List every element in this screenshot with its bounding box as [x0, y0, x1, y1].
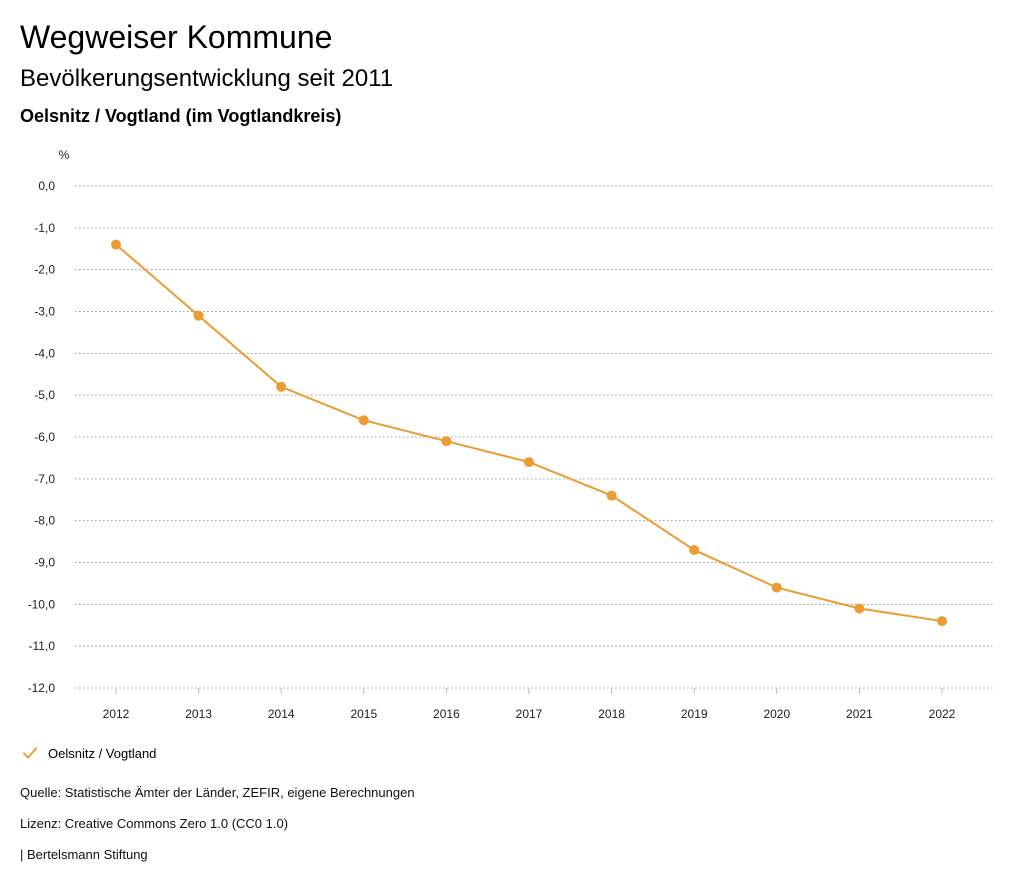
y-tick-label: -3,0 — [34, 305, 55, 319]
chart-subtitle: Bevölkerungsentwicklung seit 2011 — [20, 65, 394, 92]
y-tick-label: -8,0 — [34, 514, 55, 528]
data-point — [937, 616, 947, 627]
x-tick-label: 2020 — [763, 707, 790, 721]
line-chart: % 0,0 -1,0 -2,0 -3,0 -4,0 -5,0 -6,0 -7,0 -8,0 -9,… — [28, 148, 993, 721]
y-tick-label: 0,0 — [38, 179, 55, 193]
data-point — [276, 381, 287, 392]
y-tick-label: -11,0 — [29, 639, 56, 653]
y-tick-label: -1,0 — [34, 221, 55, 235]
x-axis-ticks: 2012 2013 2014 2015 2016 2017 2018 2019 2020 2021… — [103, 688, 956, 721]
data-point — [111, 239, 121, 250]
x-tick-label: 2013 — [185, 707, 212, 721]
y-tick-label: -5,0 — [34, 388, 55, 402]
x-tick-label: 2015 — [350, 707, 377, 721]
x-tick-label: 2016 — [433, 707, 460, 721]
y-tick-label: -6,0 — [34, 430, 55, 444]
x-tick-label: 2019 — [681, 707, 708, 721]
x-tick-label: 2017 — [516, 707, 543, 721]
legend[interactable]: Oelsnitz / Vogtland — [22, 745, 156, 761]
data-point — [193, 310, 204, 321]
series-layer — [111, 239, 947, 627]
y-tick-label: -4,0 — [34, 346, 55, 360]
y-axis-ticks: 0,0 -1,0 -2,0 -3,0 -4,0 -5,0 -6,0 -7,0 -8,0 -9,0 -… — [28, 179, 56, 695]
region-label: Oelsnitz / Vogtland (im Vogtlandkreis) — [20, 106, 342, 126]
x-tick-label: 2021 — [846, 707, 873, 721]
y-unit-label: % — [59, 148, 70, 162]
data-point — [606, 490, 617, 501]
checkmark-icon — [23, 747, 37, 759]
y-tick-label: -2,0 — [34, 263, 55, 277]
series-line — [115, 243, 943, 623]
x-tick-label: 2018 — [598, 707, 625, 721]
license-note: Lizenz: Creative Commons Zero 1.0 (CC0 1… — [20, 816, 289, 831]
data-point — [358, 415, 369, 426]
data-point — [771, 582, 782, 593]
y-tick-label: -12,0 — [28, 681, 56, 695]
grid-lines — [75, 185, 993, 689]
y-tick-label: -10,0 — [28, 597, 56, 611]
x-tick-label: 2012 — [103, 707, 130, 721]
source-note: Quelle: Statistische Ämter der Länder, Z… — [20, 785, 415, 800]
data-point — [854, 603, 865, 614]
x-tick-label: 2022 — [929, 707, 956, 721]
data-point — [441, 436, 452, 447]
y-tick-label: -7,0 — [34, 472, 55, 486]
legend-label: Oelsnitz / Vogtland — [48, 745, 157, 761]
x-tick-label: 2014 — [268, 707, 295, 721]
page-title: Wegweiser Kommune — [20, 19, 333, 55]
data-point — [524, 457, 534, 468]
data-point — [689, 544, 700, 555]
y-tick-label: -9,0 — [34, 556, 55, 570]
publisher-note: | Bertelsmann Stiftung — [20, 847, 148, 862]
